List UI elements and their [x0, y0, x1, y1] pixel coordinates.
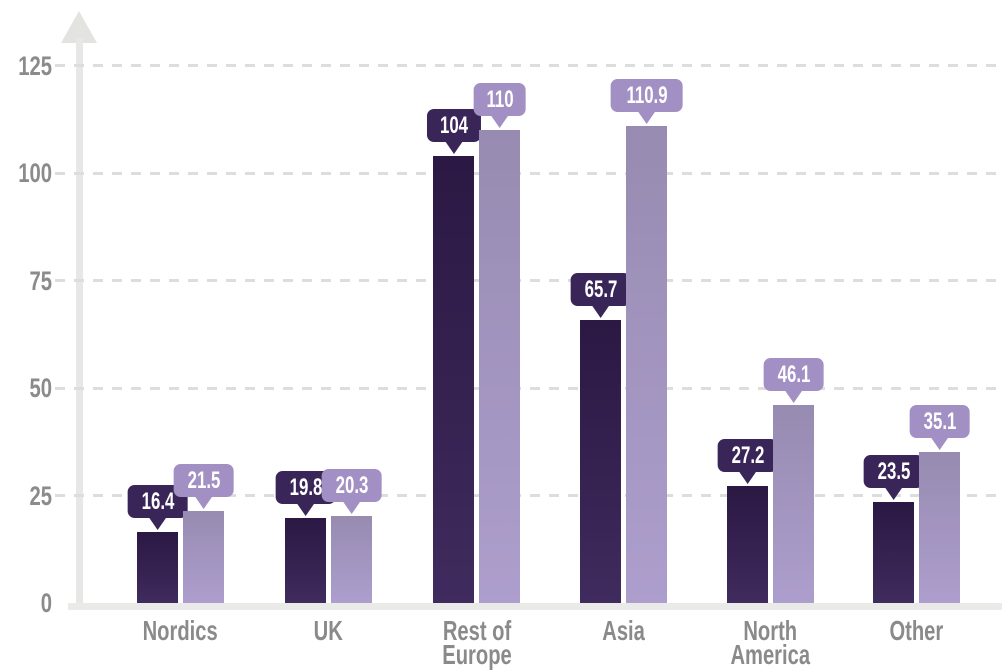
category-label: North America [681, 615, 861, 670]
value-callout: 23.5 [863, 455, 924, 500]
value-callout: 104 [426, 109, 481, 154]
category-label-line: North [743, 615, 798, 646]
category-label-line: UK [313, 615, 344, 646]
category-label-line: America [730, 639, 811, 670]
y-tick-label: 75 [0, 266, 52, 296]
callout-pointer-icon [930, 437, 949, 450]
x-axis-line [68, 603, 1002, 610]
bar-light-purple-series [919, 452, 960, 603]
callout-pointer-icon [296, 503, 315, 516]
y-tick-label: 25 [0, 481, 52, 511]
callout-pointer-icon [784, 390, 803, 403]
bar-dark-purple-series [137, 532, 178, 603]
y-axis-arrow-icon [61, 11, 97, 43]
category-label-text: Asia [602, 615, 645, 646]
y-tick-value: 50 [29, 373, 52, 403]
value-callout-text: 19.8 [289, 474, 322, 501]
value-callout-text: 35.1 [923, 408, 956, 435]
gridline [55, 171, 1002, 175]
category-label-text: UK [313, 615, 344, 646]
bar-dark-purple-series [433, 156, 474, 603]
bar-light-purple-series [331, 516, 372, 603]
callout-pointer-icon [444, 141, 463, 154]
category-label: Nordics [91, 615, 271, 646]
bar-group: 19.8 20.3 [275, 0, 382, 603]
value-callout: 110 [473, 83, 526, 128]
value-callout: 21.5 [173, 464, 234, 509]
value-callout-text: 27.2 [731, 442, 764, 469]
callout-pointer-icon [884, 487, 903, 500]
y-tick-label: 50 [0, 373, 52, 403]
value-callout-text: 104 [439, 112, 468, 139]
bar-group: 65.7 110.9 [570, 0, 683, 603]
y-tick-value: 0 [40, 588, 52, 618]
bar-light-purple-series [773, 405, 814, 603]
bar-dark-purple-series [727, 486, 768, 603]
bar-light-purple-series [479, 130, 520, 603]
value-callout-text: 110.9 [625, 82, 668, 109]
bar-group: 104 110 [426, 0, 526, 603]
category-label-text: Other [889, 615, 944, 646]
callout-pointer-icon [738, 471, 757, 484]
callout-pointer-icon [591, 305, 610, 318]
category-label: Other [827, 615, 1005, 646]
bar-dark-purple-series [873, 502, 914, 603]
category-label-text: Nordics [142, 615, 219, 646]
callout-pointer-icon [637, 111, 656, 124]
value-callout: 35.1 [909, 405, 970, 450]
gridline [55, 64, 1002, 67]
callout-pointer-icon [342, 501, 361, 514]
y-tick-label: 125 [0, 51, 52, 81]
value-callout: 46.1 [763, 358, 824, 403]
callout-pointer-icon [194, 496, 213, 509]
value-callout-text: 46.1 [777, 361, 810, 388]
y-tick-value: 100 [18, 158, 52, 188]
value-callout-text: 16.4 [141, 488, 174, 515]
category-label: Rest of Europe [387, 615, 567, 670]
bar-light-purple-series [626, 126, 667, 603]
category-label-line: Rest of Europe [441, 615, 512, 670]
value-callout-text: 65.7 [584, 276, 617, 303]
category-label-line: Asia [602, 615, 645, 646]
y-tick-label: 100 [0, 158, 52, 188]
y-axis-line [76, 38, 83, 604]
value-callout-text: 21.5 [187, 467, 220, 494]
bar-dark-purple-series [580, 320, 621, 603]
y-tick-value: 125 [18, 50, 52, 81]
gridline [55, 279, 1002, 282]
value-callout-text: 23.5 [877, 458, 910, 485]
category-label-text: Rest of Europe [412, 615, 542, 670]
callout-pointer-icon [490, 115, 509, 128]
value-callout-text: 20.3 [335, 472, 368, 499]
y-tick-value: 75 [29, 265, 52, 296]
value-callout-text: 110 [485, 86, 514, 113]
value-callout: 110.9 [610, 79, 683, 124]
value-callout: 65.7 [570, 273, 631, 318]
category-label-line: Nordics [142, 615, 219, 646]
gridline [55, 386, 1002, 390]
value-callout: 20.3 [321, 469, 382, 514]
gridline [55, 494, 1002, 497]
y-tick-value: 25 [29, 480, 52, 511]
y-tick-label: 0 [0, 588, 52, 618]
callout-pointer-icon [148, 517, 167, 530]
bar-group: 16.4 21.5 [127, 0, 234, 603]
category-label: Asia [534, 615, 714, 646]
bar-light-purple-series [183, 511, 224, 603]
bar-group: 23.5 35.1 [863, 0, 970, 603]
category-label-line: Other [889, 615, 944, 646]
value-callout: 27.2 [717, 439, 778, 484]
bar-group: 27.2 46.1 [717, 0, 824, 603]
category-label-text: North America [730, 615, 811, 670]
category-label: UK [239, 615, 419, 646]
bar-dark-purple-series [285, 518, 326, 603]
